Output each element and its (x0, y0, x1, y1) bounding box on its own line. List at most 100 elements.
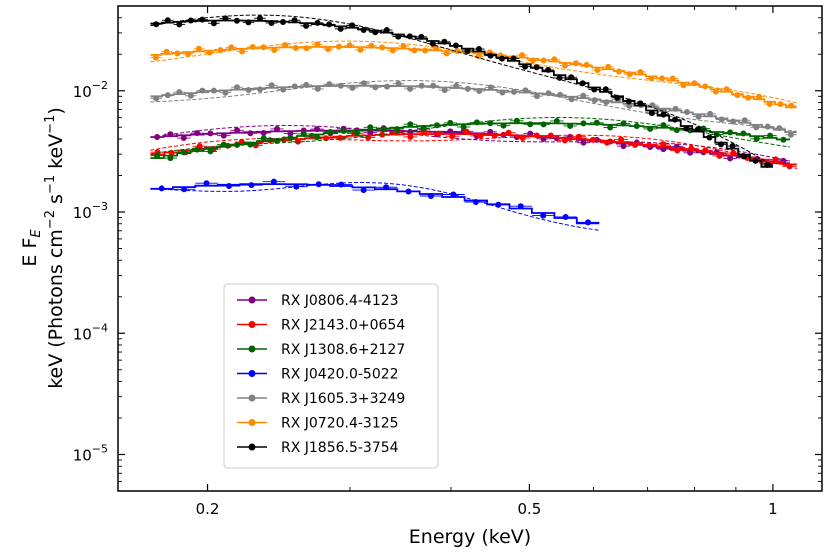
data-point (270, 178, 277, 185)
data-point (383, 184, 390, 191)
svg-text:keV (Photons cm−2 s−1 keV−1): keV (Photons cm−2 s−1 keV−1) (43, 107, 67, 389)
data-point (207, 130, 214, 137)
data-point (340, 127, 347, 134)
data-point (450, 191, 457, 198)
data-point (247, 130, 254, 137)
data-point (580, 139, 587, 146)
data-point (287, 130, 294, 137)
step-histogram (150, 46, 797, 109)
data-point (753, 124, 760, 131)
data-point (579, 80, 586, 87)
data-point (367, 124, 374, 131)
data-point (389, 47, 396, 54)
data-point (753, 135, 760, 142)
data-point (477, 132, 484, 139)
data-point (727, 155, 734, 162)
y-tick-label: 10−4 (73, 321, 108, 343)
data-point (411, 47, 418, 54)
data-point (712, 88, 719, 95)
legend: RX J0806.4-4123 RX J2143.0+0654 RX J1308.6… (223, 283, 439, 469)
data-point (247, 141, 254, 148)
data-point (181, 186, 188, 193)
data-point (517, 203, 524, 210)
data-point (680, 82, 687, 89)
data-point (167, 155, 174, 162)
data-point (787, 131, 794, 138)
data-point (314, 134, 321, 141)
data-point (463, 128, 470, 135)
data-point (271, 47, 278, 54)
data-point (406, 33, 413, 40)
data-point (176, 89, 183, 96)
data-point (510, 88, 517, 95)
data-point (233, 17, 240, 24)
data-point (217, 47, 224, 54)
data-point (671, 116, 678, 123)
data-point (487, 84, 494, 91)
data-point (594, 67, 601, 74)
data-point (337, 134, 344, 141)
data-point (443, 50, 450, 57)
data-point (620, 120, 627, 127)
x-tick-label: 0.2 (196, 500, 220, 518)
data-point (185, 50, 192, 57)
data-point (368, 42, 375, 49)
data-point (648, 110, 655, 117)
data-point (727, 129, 734, 136)
data-point (210, 87, 217, 94)
y-tick-label: 10−3 (73, 200, 108, 222)
data-point (660, 141, 667, 148)
data-point (300, 130, 307, 137)
data-point (605, 63, 612, 70)
data-point (540, 212, 547, 219)
step-histogram (150, 129, 790, 165)
data-point (395, 33, 402, 40)
data-point (379, 131, 386, 138)
x-tick-label: 0.5 (517, 500, 541, 518)
legend-label: RX J1308.6+2127 (281, 342, 405, 358)
data-point (745, 94, 752, 101)
data-point (534, 93, 541, 100)
data-point (513, 117, 520, 124)
data-point (222, 15, 229, 22)
data-point (164, 17, 171, 24)
data-point (633, 123, 640, 130)
data-point (407, 85, 414, 92)
model-curve (150, 182, 600, 231)
data-point (303, 45, 310, 52)
data-point (718, 141, 725, 148)
data-point (522, 87, 529, 94)
y-tick-label: 10−2 (73, 79, 108, 101)
data-point (337, 82, 344, 89)
legend-label: RX J0420.0-5022 (281, 367, 399, 383)
series-rx-j0720-4-3125 (150, 40, 797, 109)
data-point (441, 38, 448, 45)
data-point (562, 62, 569, 69)
data-point (614, 94, 621, 101)
data-point (505, 129, 512, 136)
data-point (176, 21, 183, 28)
data-point (365, 134, 372, 141)
data-point (291, 83, 298, 90)
data-point (547, 132, 554, 139)
data-point (568, 74, 575, 81)
data-point (620, 143, 627, 150)
data-point (567, 122, 574, 129)
data-point (460, 123, 467, 130)
data-point (734, 92, 741, 99)
data-point (764, 161, 771, 168)
data-point (199, 87, 206, 94)
data-point (164, 92, 171, 99)
data-point (533, 64, 540, 71)
data-point (199, 16, 206, 23)
step-histogram (150, 19, 773, 168)
data-point (187, 17, 194, 24)
data-point (153, 21, 160, 28)
data-point (163, 48, 170, 55)
data-point (245, 86, 252, 93)
data-point (249, 43, 256, 50)
data-point (473, 119, 480, 126)
data-point (314, 19, 321, 26)
data-point (429, 40, 436, 47)
